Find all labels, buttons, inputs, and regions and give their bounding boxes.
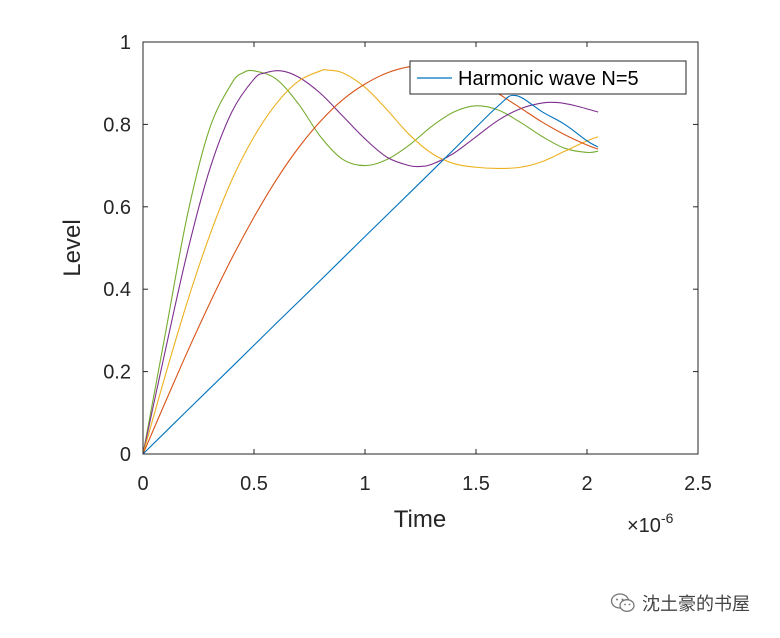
y-tick-label-5: 1 <box>120 32 131 54</box>
watermark-text: 沈土豪的书屋 <box>642 594 750 615</box>
x-exponent-base: ×10 <box>627 515 661 537</box>
y-tick-label-1: 0.2 <box>103 362 131 384</box>
plot-frame <box>142 41 699 455</box>
series-line-2 <box>142 64 599 455</box>
x-tick-label-1: 0.5 <box>240 473 268 495</box>
x-exponent-label: ×10-6 <box>627 510 674 537</box>
x-tick-label-4: 2 <box>581 473 592 495</box>
x-exponent-power: -6 <box>661 510 674 526</box>
y-tick-label-3: 0.6 <box>103 197 131 219</box>
x-tick-label-2: 1 <box>359 473 370 495</box>
legend-entry: Harmonic wave N=5 <box>458 68 639 90</box>
x-tick-label-0: 0 <box>137 473 148 495</box>
y-tick-label-0: 0 <box>120 444 131 466</box>
wechat-icon <box>610 593 635 612</box>
x-axis-label: Time <box>394 506 446 533</box>
x-tick-label-3: 1.5 <box>462 473 490 495</box>
ticks-layer: 0 0.5 1 1.5 2 2.5 0 0.2 0.4 0.6 0.8 1 <box>103 32 712 495</box>
series-layer <box>142 64 599 455</box>
y-axis-label: Level <box>59 219 86 276</box>
y-tick-label-2: 0.4 <box>103 279 131 301</box>
series-line-4 <box>142 70 599 455</box>
series-line-1 <box>142 94 599 455</box>
legend: Harmonic wave N=5 <box>409 60 687 95</box>
legend-box <box>409 60 687 95</box>
series-line-5 <box>142 69 599 455</box>
y-tick-label-4: 0.8 <box>103 114 131 136</box>
series-line-3 <box>142 69 599 455</box>
x-tick-label-5: 2.5 <box>684 473 712 495</box>
watermark: 沈土豪的书屋 <box>610 590 750 616</box>
